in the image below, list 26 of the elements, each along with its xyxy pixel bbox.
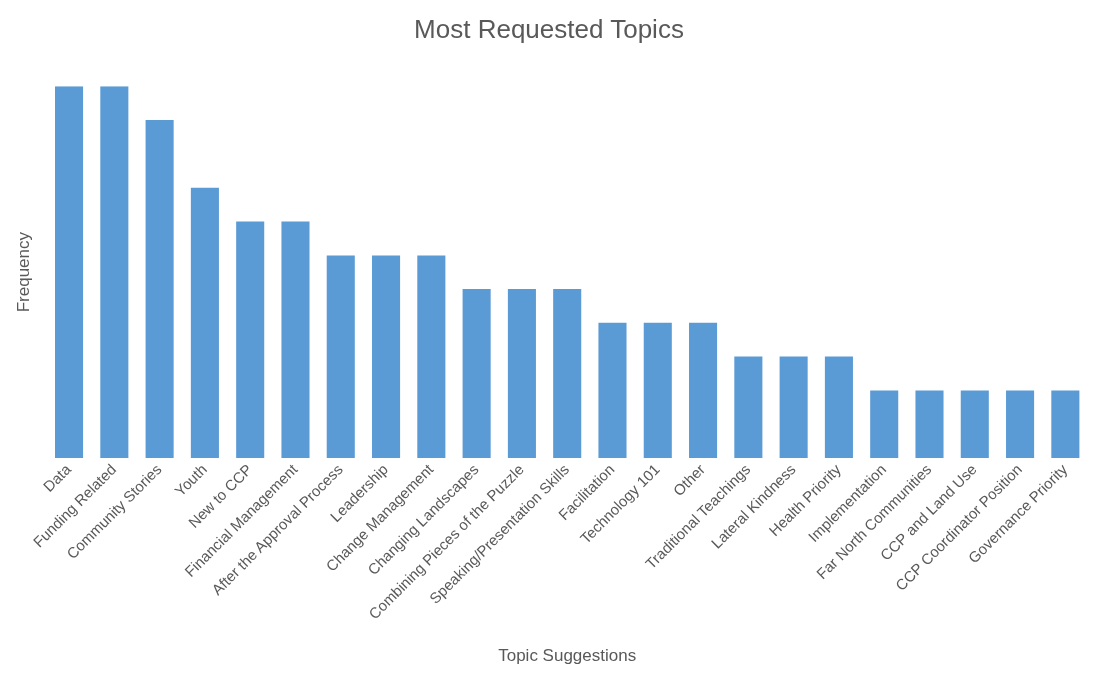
bar xyxy=(598,322,627,459)
bar xyxy=(870,390,899,459)
bar xyxy=(55,86,84,459)
x-axis-title: Topic Suggestions xyxy=(498,646,637,666)
bar xyxy=(236,221,265,459)
y-axis-title: Frequency xyxy=(13,231,33,313)
bar xyxy=(507,288,536,459)
bar xyxy=(643,322,672,459)
bar xyxy=(281,221,310,459)
bar xyxy=(1006,390,1035,459)
bar xyxy=(824,356,853,459)
bar xyxy=(553,288,582,459)
bar xyxy=(417,255,446,459)
bar xyxy=(915,390,944,459)
bar xyxy=(960,390,989,459)
bar xyxy=(689,322,718,459)
bar xyxy=(145,120,174,459)
chart-title: Most Requested Topics xyxy=(414,13,684,44)
bar xyxy=(326,255,355,459)
bar xyxy=(100,86,129,459)
bar xyxy=(462,288,491,459)
bar xyxy=(190,187,219,459)
bar xyxy=(734,356,763,459)
bar xyxy=(1051,390,1080,459)
bar xyxy=(372,255,401,459)
bar xyxy=(779,356,808,459)
